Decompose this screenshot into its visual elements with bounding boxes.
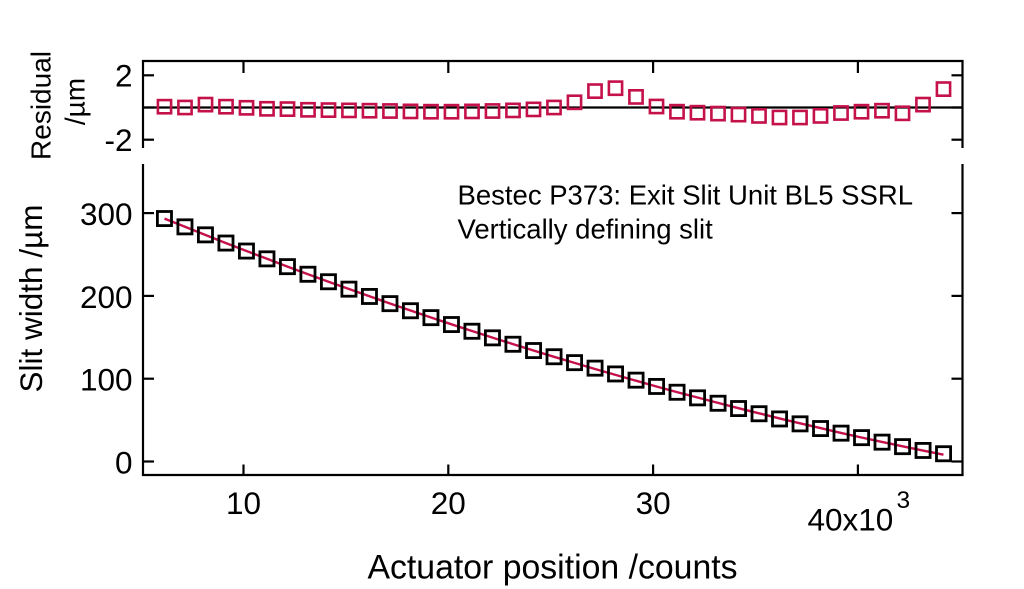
svg-text:20: 20 [431,485,466,521]
svg-text:Slit width /µm: Slit width /µm [13,205,49,393]
svg-text:Residual: Residual [26,51,57,160]
svg-text:10: 10 [226,485,261,521]
svg-text:0: 0 [115,445,133,481]
svg-text:40x10: 40x10 [808,502,894,538]
svg-text:2: 2 [115,58,133,94]
svg-text:3: 3 [897,487,911,514]
svg-text:-2: -2 [104,122,132,158]
svg-text:30: 30 [636,485,671,521]
svg-text:200: 200 [80,279,133,315]
svg-text:Bestec P373: Exit Slit Unit BL: Bestec P373: Exit Slit Unit BL5 SSRL [458,180,914,211]
svg-text:300: 300 [80,196,133,232]
svg-text:/µm: /µm [60,78,91,125]
svg-text:100: 100 [80,362,133,398]
svg-text:Vertically defining slit: Vertically defining slit [458,214,714,245]
svg-text:Actuator position /counts: Actuator position /counts [367,548,737,586]
